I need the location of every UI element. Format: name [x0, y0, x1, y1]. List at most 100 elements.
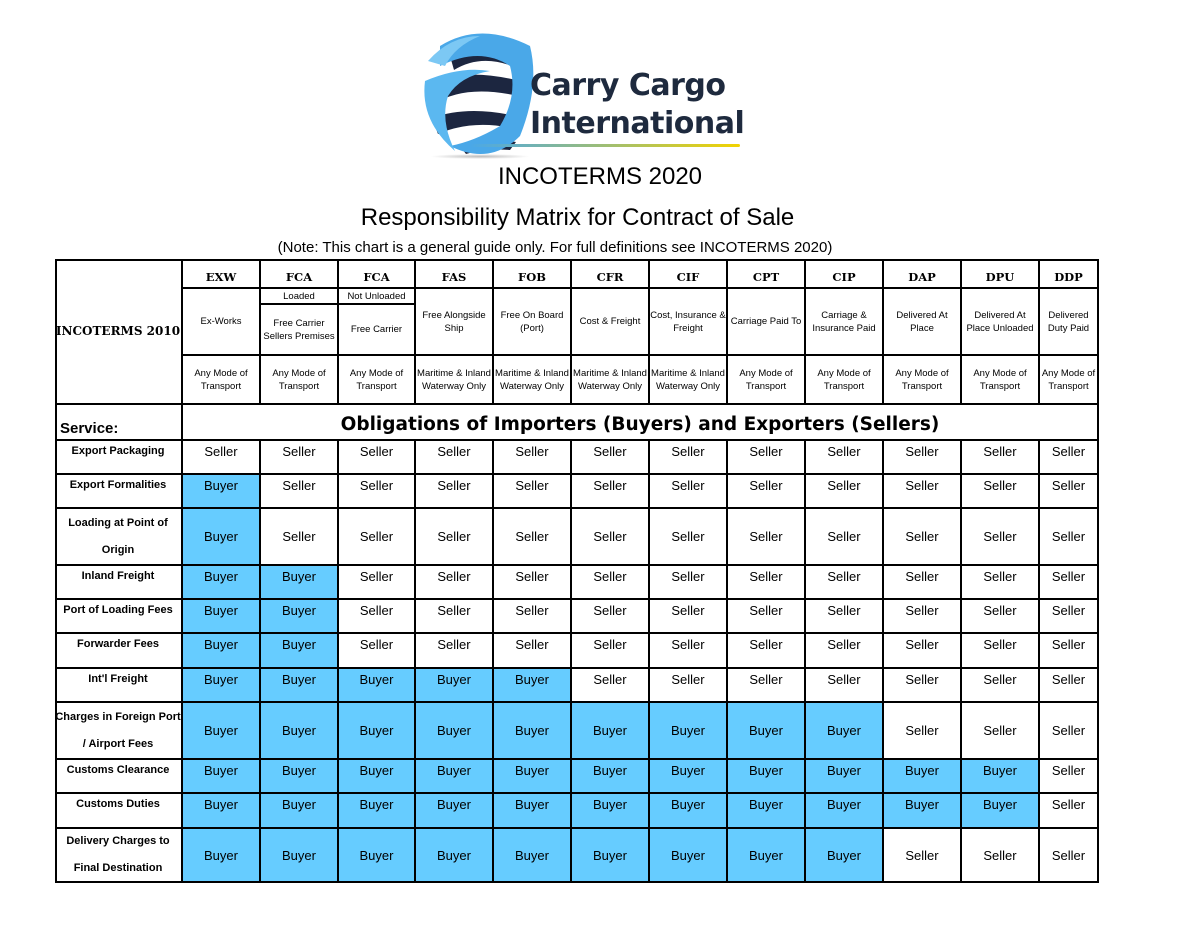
- column-code-ddp: DDP: [1040, 259, 1099, 289]
- service-label: Loading at Point of Origin: [55, 509, 183, 566]
- responsibility-cell-buyer: Buyer: [261, 760, 339, 794]
- responsibility-cell-buyer: Buyer: [572, 703, 650, 760]
- responsibility-cell-seller: Seller: [1040, 703, 1099, 760]
- responsibility-cell-seller: Seller: [884, 475, 962, 509]
- column-name: Free Alongside Ship: [416, 289, 494, 356]
- responsibility-cell-seller: Seller: [494, 566, 572, 600]
- responsibility-cell-seller: Seller: [728, 669, 806, 703]
- responsibility-cell-buyer: Buyer: [261, 600, 339, 634]
- responsibility-cell-seller: Seller: [572, 475, 650, 509]
- responsibility-cell-seller: Seller: [416, 509, 494, 566]
- responsibility-cell-buyer: Buyer: [806, 794, 884, 829]
- responsibility-cell-buyer: Buyer: [806, 703, 884, 760]
- responsibility-cell-seller: Seller: [806, 600, 884, 634]
- responsibility-cell-buyer: Buyer: [650, 760, 728, 794]
- column-code-dap: DAP: [884, 259, 962, 289]
- column-code-cpt: CPT: [728, 259, 806, 289]
- responsibility-cell-buyer: Buyer: [183, 669, 261, 703]
- service-label: Customs Duties: [55, 794, 183, 829]
- responsibility-cell-seller: Seller: [1040, 634, 1099, 669]
- responsibility-cell-seller: Seller: [339, 509, 416, 566]
- company-logo: Carry Cargo International: [420, 26, 745, 166]
- responsibility-cell-seller: Seller: [1040, 669, 1099, 703]
- responsibility-cell-seller: Seller: [572, 441, 650, 475]
- responsibility-cell-seller: Seller: [650, 509, 728, 566]
- responsibility-cell-seller: Seller: [962, 703, 1040, 760]
- responsibility-cell-buyer: Buyer: [339, 794, 416, 829]
- responsibility-cell-seller: Seller: [962, 669, 1040, 703]
- responsibility-cell-seller: Seller: [962, 509, 1040, 566]
- responsibility-cell-seller: Seller: [650, 600, 728, 634]
- responsibility-cell-buyer: Buyer: [572, 794, 650, 829]
- service-label: Export Packaging: [55, 441, 183, 475]
- responsibility-cell-seller: Seller: [962, 600, 1040, 634]
- responsibility-cell-buyer: Buyer: [183, 600, 261, 634]
- responsibility-cell-buyer: Buyer: [728, 794, 806, 829]
- service-label: Charges in Foreign Port / Airport Fees: [55, 703, 183, 760]
- page-title: INCOTERMS 2020: [497, 163, 703, 190]
- responsibility-cell-seller: Seller: [261, 509, 339, 566]
- responsibility-cell-seller: Seller: [261, 475, 339, 509]
- responsibility-cell-seller: Seller: [261, 441, 339, 475]
- responsibility-cell-seller: Seller: [728, 475, 806, 509]
- responsibility-cell-seller: Seller: [339, 566, 416, 600]
- responsibility-cell-seller: Seller: [962, 566, 1040, 600]
- responsibility-cell-seller: Seller: [884, 829, 962, 883]
- responsibility-cell-seller: Seller: [728, 634, 806, 669]
- responsibility-cell-seller: Seller: [416, 441, 494, 475]
- logo-shadow: [430, 154, 530, 159]
- responsibility-cell-seller: Seller: [494, 475, 572, 509]
- responsibility-cell-seller: Seller: [494, 634, 572, 669]
- responsibility-cell-seller: Seller: [728, 600, 806, 634]
- column-transport-mode: Any Mode of Transport: [962, 356, 1040, 405]
- service-label: Port of Loading Fees: [55, 600, 183, 634]
- responsibility-cell-seller: Seller: [416, 600, 494, 634]
- column-transport-mode: Any Mode of Transport: [884, 356, 962, 405]
- responsibility-cell-seller: Seller: [884, 703, 962, 760]
- service-label: Customs Clearance: [55, 760, 183, 794]
- column-transport-mode: Maritime & Inland Waterway Only: [650, 356, 728, 405]
- responsibility-cell-seller: Seller: [1040, 829, 1099, 883]
- column-sub-label: Not Unloaded: [339, 289, 416, 305]
- column-transport-mode: Maritime & Inland Waterway Only: [494, 356, 572, 405]
- responsibility-cell-buyer: Buyer: [183, 794, 261, 829]
- responsibility-cell-buyer: Buyer: [339, 829, 416, 883]
- column-transport-mode: Any Mode of Transport: [728, 356, 806, 405]
- responsibility-cell-buyer: Buyer: [183, 634, 261, 669]
- service-label: Export Formalities: [55, 475, 183, 509]
- responsibility-cell-seller: Seller: [339, 634, 416, 669]
- responsibility-cell-buyer: Buyer: [183, 829, 261, 883]
- responsibility-cell-seller: Seller: [962, 829, 1040, 883]
- responsibility-cell-seller: Seller: [416, 634, 494, 669]
- responsibility-cell-buyer: Buyer: [884, 760, 962, 794]
- responsibility-cell-seller: Seller: [962, 475, 1040, 509]
- responsibility-cell-buyer: Buyer: [339, 760, 416, 794]
- column-transport-mode: Maritime & Inland Waterway Only: [572, 356, 650, 405]
- responsibility-cell-seller: Seller: [806, 669, 884, 703]
- responsibility-cell-seller: Seller: [416, 475, 494, 509]
- responsibility-cell-buyer: Buyer: [494, 760, 572, 794]
- responsibility-cell-seller: Seller: [962, 634, 1040, 669]
- responsibility-cell-buyer: Buyer: [494, 794, 572, 829]
- responsibility-cell-seller: Seller: [962, 441, 1040, 475]
- column-transport-mode: Any Mode of Transport: [339, 356, 416, 405]
- responsibility-cell-seller: Seller: [1040, 441, 1099, 475]
- column-code-dpu: DPU: [962, 259, 1040, 289]
- responsibility-cell-seller: Seller: [806, 475, 884, 509]
- responsibility-cell-seller: Seller: [1040, 566, 1099, 600]
- responsibility-cell-seller: Seller: [884, 509, 962, 566]
- column-transport-mode: Any Mode of Transport: [806, 356, 884, 405]
- responsibility-cell-buyer: Buyer: [728, 760, 806, 794]
- responsibility-cell-seller: Seller: [1040, 600, 1099, 634]
- responsibility-cell-seller: Seller: [1040, 509, 1099, 566]
- responsibility-cell-seller: Seller: [806, 634, 884, 669]
- corner-label: INCOTERMS 2010: [55, 259, 183, 405]
- column-code-fas: FAS: [416, 259, 494, 289]
- responsibility-cell-buyer: Buyer: [416, 829, 494, 883]
- column-name: Free Carrier Sellers Premises: [261, 305, 339, 356]
- responsibility-cell-buyer: Buyer: [416, 669, 494, 703]
- obligations-banner: Obligations of Importers (Buyers) and Ex…: [183, 405, 1099, 441]
- responsibility-cell-seller: Seller: [183, 441, 261, 475]
- responsibility-cell-seller: Seller: [650, 634, 728, 669]
- column-name: Delivered At Place Unloaded: [962, 289, 1040, 356]
